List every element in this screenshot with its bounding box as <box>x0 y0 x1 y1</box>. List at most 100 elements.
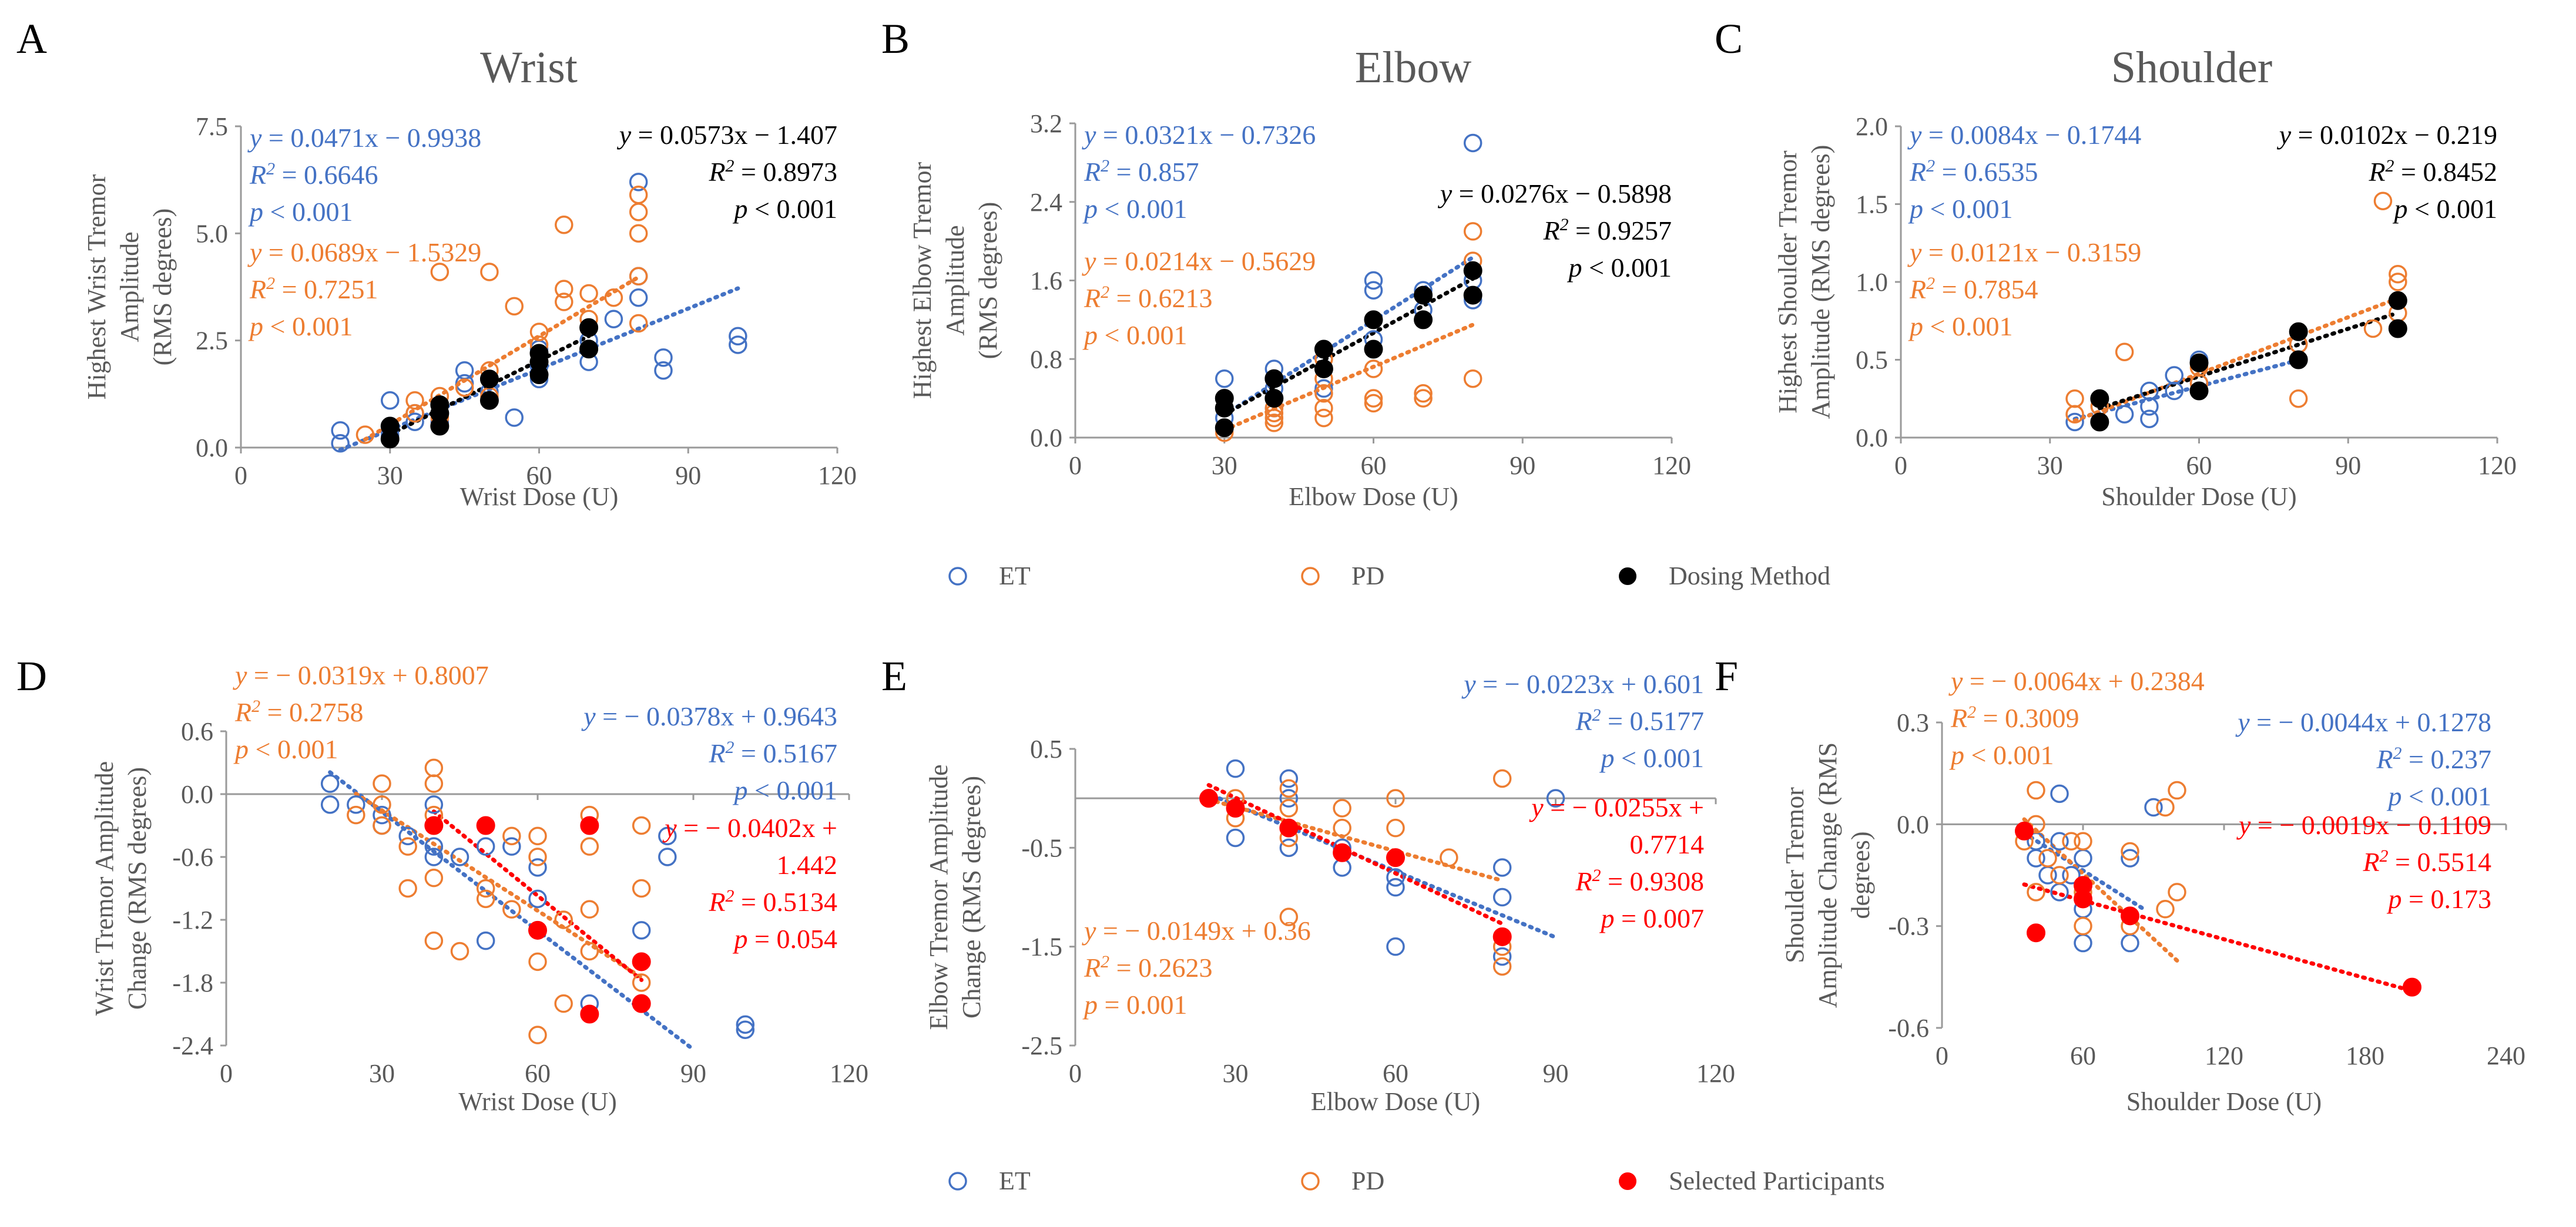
data-point-pd <box>2168 883 2186 902</box>
x-tick-label: 60 <box>1361 451 1387 480</box>
data-point-et <box>2140 409 2159 428</box>
data-point-pd <box>554 994 573 1013</box>
trendline-et <box>1222 255 1475 417</box>
regression-annotation-et: y = − 0.0223x + 0.601 <box>1461 669 1704 699</box>
regression-annotation-pd: p < 0.001 <box>248 311 353 341</box>
data-point-pd <box>476 889 495 909</box>
data-point-pd <box>1386 789 1405 808</box>
data-point-et <box>424 848 444 866</box>
panel-letter: F <box>1715 653 1738 700</box>
data-point-et <box>320 795 340 814</box>
data-point-pd <box>480 263 499 281</box>
data-point-et <box>1364 281 1383 300</box>
data-point-pd <box>2121 842 2139 861</box>
regression-annotation-pd: y = 0.0689x − 1.5329 <box>247 237 481 267</box>
legend-marker-pd <box>1301 1172 1320 1191</box>
legend-marker-dosing <box>1619 567 1636 585</box>
regression-annotation-et: p < 0.001 <box>248 197 353 227</box>
data-point-pd <box>632 879 651 898</box>
data-point-dosing <box>1364 339 1383 359</box>
regression-annotation-dosing: p < 0.001 <box>1567 253 1672 283</box>
data-point-selected <box>2074 889 2092 909</box>
x-tick-label: 120 <box>830 1059 868 1088</box>
data-point-et <box>2074 933 2092 953</box>
data-point-selected <box>2027 923 2045 943</box>
data-point-et <box>528 889 547 909</box>
regression-annotation-pd: R2 = 0.7251 <box>249 274 378 304</box>
data-point-selected <box>580 1004 599 1024</box>
data-point-pd <box>554 910 573 929</box>
regression-annotation-selected: 0.7714 <box>1630 829 1705 859</box>
y-axis-label: Wrist Tremor Amplitude <box>90 761 119 1016</box>
trendline-pd <box>363 275 641 442</box>
data-point-dosing <box>479 369 499 389</box>
y-tick-label: 3.2 <box>1030 109 1062 138</box>
legend-label-et: ET <box>999 562 1031 590</box>
x-tick-label: 0 <box>234 461 247 490</box>
data-point-pd <box>2373 191 2393 210</box>
data-point-dosing <box>1215 418 1234 438</box>
legend-label-et: ET <box>999 1167 1031 1195</box>
data-point-et <box>729 335 747 354</box>
chart-title: Elbow <box>1355 43 1472 92</box>
data-point-dosing <box>2090 389 2109 408</box>
data-point-pd <box>1279 907 1299 926</box>
data-point-dosing <box>1364 310 1383 330</box>
regression-annotation-et: p < 0.001 <box>1908 194 2012 224</box>
panel-letter: D <box>16 653 47 700</box>
x-tick-label: 60 <box>1383 1059 1408 1088</box>
data-point-pd <box>1414 389 1433 408</box>
data-point-pd <box>476 879 495 898</box>
data-point-pd <box>2156 900 2175 919</box>
data-point-selected <box>1279 818 1299 838</box>
data-point-pd <box>579 284 598 303</box>
y-tick-label: -0.6 <box>1888 1014 1929 1043</box>
data-point-et <box>2027 849 2045 868</box>
data-point-et <box>381 391 400 410</box>
regression-annotation-pd: y = − 0.0149x + 0.36 <box>1082 916 1311 946</box>
regression-annotation-pd: R2 = 0.2758 <box>234 697 364 727</box>
regression-annotation-selected: p = 0.054 <box>733 924 837 954</box>
y-tick-label: -2.4 <box>172 1031 213 1060</box>
data-point-et <box>658 826 677 846</box>
regression-annotation-selected: y = − 0.0255x + <box>1529 792 1704 822</box>
x-axis-label: Wrist Dose (U) <box>460 482 619 511</box>
data-point-pd <box>1333 799 1351 818</box>
data-point-et <box>2050 784 2069 804</box>
data-point-et <box>502 837 521 856</box>
data-point-et <box>1386 878 1405 897</box>
regression-annotation-et: R2 = 0.6535 <box>1909 156 2038 187</box>
data-point-dosing <box>1414 285 1433 305</box>
panel-letter: A <box>16 15 47 62</box>
regression-annotation-selected: R2 = 0.5514 <box>2362 846 2491 877</box>
panel-b: B Elbow 0.0 0.8 1.6 2.4 3.2 0 30 60 90 120 Elbow Dos… <box>881 15 1691 511</box>
data-point-pd <box>505 297 524 316</box>
data-point-pd <box>2115 342 2134 361</box>
data-point-pd <box>430 263 450 281</box>
regression-annotation-pd: y = 0.0121x − 0.3159 <box>1907 237 2141 267</box>
x-tick-label: 60 <box>526 461 552 490</box>
data-point-selected <box>1199 789 1219 808</box>
regression-annotation-pd: p = 0.001 <box>1082 990 1187 1020</box>
x-axis-label: Shoulder Dose (U) <box>2101 482 2296 511</box>
data-point-et <box>1364 271 1383 290</box>
regression-annotation-et: R2 = 0.237 <box>2376 744 2491 774</box>
y-tick-label: 1.0 <box>1856 268 1888 297</box>
panel-c: C Shoulder 0.0 0.5 1.0 1.5 2.0 0 30 60 90 120 Should… <box>1715 15 2517 511</box>
regression-annotation-et: R2 = 0.5177 <box>1575 705 1704 736</box>
data-point-et <box>476 837 495 856</box>
x-tick-label: 120 <box>1652 451 1691 480</box>
panel-e: E -2.5 -1.5 -0.5 0.5 0 30 60 90 120 Elbow Dose (U)… <box>881 653 1735 1116</box>
data-point-selected <box>2403 977 2421 997</box>
x-tick-label: 30 <box>369 1059 395 1088</box>
data-point-pd <box>1414 384 1433 403</box>
data-point-pd <box>528 1026 547 1044</box>
y-axis-label: Amplitude <box>941 225 970 335</box>
data-point-dosing <box>529 344 549 363</box>
trendline-pd <box>1206 797 1505 883</box>
regression-annotation-pd: p < 0.001 <box>1082 320 1187 350</box>
data-point-pd <box>528 826 547 846</box>
y-tick-label: 2.0 <box>1856 112 1888 141</box>
y-axis-label: (RMS degrees) <box>148 209 177 366</box>
